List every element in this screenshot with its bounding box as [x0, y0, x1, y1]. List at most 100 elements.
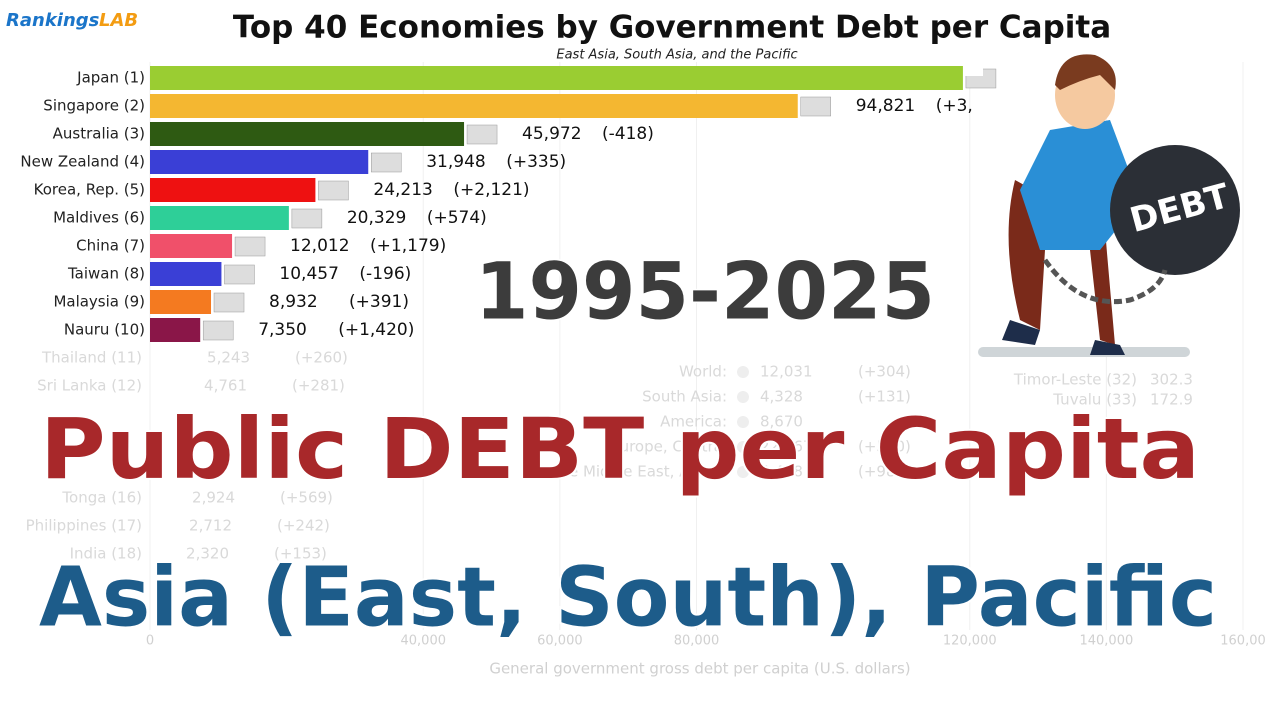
region-value: 12,031	[760, 363, 813, 381]
value-label: 7,350	[258, 320, 307, 340]
value-label: 24,213	[373, 180, 432, 200]
faded-category: Philippines (17)	[26, 517, 142, 535]
bar	[150, 262, 222, 286]
category-label: Japan (1)	[76, 69, 145, 87]
value-label: 94,821	[856, 96, 915, 116]
bar	[150, 318, 201, 342]
region-change: (+520)	[858, 438, 911, 456]
x-tick-label: 140,000	[1079, 634, 1133, 649]
region-change: (+131)	[858, 388, 911, 406]
region-name: The Middle East, Africa:	[549, 463, 727, 481]
category-label: Taiwan (8)	[67, 265, 145, 283]
region-value: 4,418	[760, 463, 803, 481]
x-tick-label: 60,000	[537, 634, 583, 649]
category-label: Australia (3)	[53, 125, 145, 143]
flag	[213, 292, 245, 313]
category-label: Singapore (2)	[43, 97, 145, 115]
faded-value: 4,761	[204, 377, 247, 395]
region-dot	[737, 366, 749, 378]
change-label: (+391)	[349, 292, 409, 312]
x-axis-label: General government gross debt per capita…	[489, 660, 910, 678]
category-label: Nauru (10)	[64, 321, 145, 339]
side-value: 172.9	[1150, 391, 1193, 409]
flag	[800, 96, 831, 117]
flag	[370, 152, 402, 173]
change-label: (+3,	[936, 96, 973, 116]
illustration: DEBT	[978, 54, 1240, 357]
faded-change: (+242)	[277, 517, 330, 535]
region-value: 4,328	[760, 388, 803, 406]
bar	[150, 122, 465, 146]
faded-category: Thailand (11)	[41, 349, 142, 367]
region-dot	[737, 391, 749, 403]
side-name: Timor-Leste (32)	[1013, 371, 1137, 389]
value-label: 31,948	[426, 152, 485, 172]
flag	[466, 124, 498, 145]
bar	[150, 66, 963, 90]
faded-value: 5,243	[207, 349, 250, 367]
change-label: (+1,420)	[338, 320, 414, 340]
flag	[234, 236, 266, 257]
region-value: 22,467	[760, 438, 813, 456]
value-label: 20,329	[347, 208, 406, 228]
x-tick-label: 0	[146, 634, 154, 649]
change-label: (-418)	[602, 124, 654, 144]
flag	[202, 320, 234, 341]
x-tick-label: 160,00	[1220, 634, 1266, 649]
region-change: (+98.7)	[858, 463, 916, 481]
region-dot	[737, 416, 749, 428]
category-label: China (7)	[76, 237, 145, 255]
value-label: 45,972	[522, 124, 581, 144]
flag	[318, 180, 349, 201]
chart-subtitle: East Asia, South Asia, and the Pacific	[556, 48, 797, 63]
faded-category: Tonga (16)	[61, 489, 142, 507]
mask	[963, 62, 983, 76]
side-name: Tuvalu (33)	[1052, 391, 1137, 409]
x-tick-label: 80,000	[674, 634, 720, 649]
brand: LAB	[99, 10, 138, 31]
brand: Rankings	[6, 10, 100, 31]
region-dot	[737, 441, 749, 453]
change-label: (+1,179)	[370, 236, 446, 256]
bar	[150, 234, 233, 258]
bar	[150, 94, 798, 118]
faded-change: (+153)	[274, 545, 327, 563]
faded-value: 2,924	[192, 489, 235, 507]
change-label: (+574)	[427, 208, 487, 228]
bar	[150, 178, 316, 202]
change-label: (+335)	[506, 152, 566, 172]
side-value: 302.3	[1150, 371, 1193, 389]
x-tick-label: 120,000	[943, 634, 997, 649]
years: 1995-2025	[475, 247, 935, 337]
region-headline: Asia (East, South), Pacific	[39, 550, 1217, 645]
category-label: New Zealand (4)	[20, 153, 145, 171]
bar	[150, 150, 369, 174]
bar	[150, 290, 212, 314]
change-label: (-196)	[359, 264, 411, 284]
category-label: Korea, Rep. (5)	[34, 181, 145, 199]
faded-value: 2,320	[186, 545, 229, 563]
chart-title: Top 40 Economies by Government Debt per …	[233, 10, 1111, 46]
region-value: 8,670	[760, 413, 803, 431]
bar	[150, 206, 289, 230]
region-dot	[737, 466, 749, 478]
flag	[224, 264, 255, 285]
headline: Public DEBT per Capita	[40, 400, 1200, 498]
region-name: South Asia:	[642, 388, 727, 406]
region-name: Europe, Central	[610, 438, 727, 456]
faded-category: Sri Lanka (12)	[37, 377, 142, 395]
change-label: (+2,121)	[453, 180, 529, 200]
flag	[291, 208, 323, 229]
faded-change: (+569)	[280, 489, 333, 507]
region-change: (+304)	[858, 363, 911, 381]
category-label: Maldives (6)	[53, 209, 145, 227]
faded-category: India (18)	[70, 545, 142, 563]
x-tick-label: 40,000	[401, 634, 447, 649]
faded-change: (+260)	[295, 349, 348, 367]
value-label: 12,012	[290, 236, 349, 256]
faded-value: 2,712	[189, 517, 232, 535]
value-label: 10,457	[279, 264, 338, 284]
value-label: 8,932	[269, 292, 318, 312]
category-label: Malaysia (9)	[53, 293, 145, 311]
